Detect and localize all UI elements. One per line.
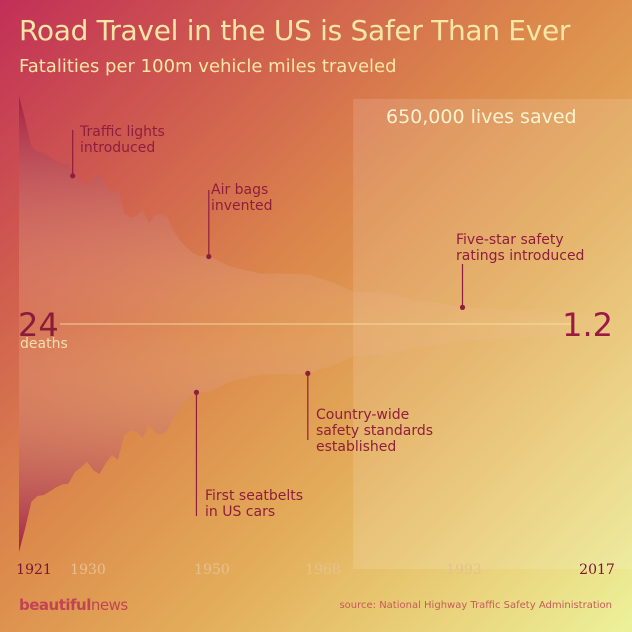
annotation-line-2: introduced: [80, 140, 156, 156]
tick-label: 1950: [194, 562, 230, 578]
tick-label: 1930: [70, 562, 106, 578]
annotation-safety-standards: Country-wide safety standards establishe…: [316, 407, 433, 455]
end-value: 1.2: [562, 306, 613, 344]
annotation-line-3: established: [316, 439, 397, 455]
lives-saved-label: 650,000 lives saved: [386, 106, 577, 128]
annotation-traffic-lights: Traffic lights introduced: [80, 124, 165, 156]
series-area-bottom: [19, 324, 613, 552]
chart-subtitle: Fatalities per 100m vehicle miles travel…: [19, 56, 397, 77]
annotation-seatbelts: First seatbelts in US cars: [205, 488, 303, 520]
tick-label: 1993: [446, 562, 482, 578]
brand-logo: beautifulnews: [19, 596, 128, 614]
series-area-top: [19, 96, 613, 324]
annotation-marker-traffic-lights: [70, 173, 76, 179]
annotation-line-2: in US cars: [205, 504, 276, 520]
annotation-line-1: Air bags: [211, 182, 269, 198]
tick-label: 1921: [16, 562, 52, 578]
chart-title: Road Travel in the US is Safer Than Ever: [19, 14, 571, 47]
start-unit: deaths: [20, 336, 68, 352]
annotation-line-1: Five-star safety: [456, 232, 564, 248]
tick-label: 2017: [579, 562, 615, 578]
annotation-marker-five-star: [459, 304, 466, 310]
annotation-air-bags: Air bags invented: [211, 182, 273, 214]
brand-logo-bold: beautiful: [19, 596, 91, 614]
annotation-line-2: invented: [211, 198, 273, 214]
annotation-line-2: safety standards: [316, 423, 434, 439]
annotation-marker-air-bags: [206, 253, 212, 260]
tick-label: 1968: [305, 562, 341, 578]
annotation-marker-seatbelts: [193, 389, 200, 395]
annotation-line-1: Traffic lights: [80, 124, 165, 140]
brand-logo-normal: news: [90, 596, 128, 614]
annotation-marker-safety-standards: [305, 370, 311, 376]
source-note: source: National Highway Traffic Safety …: [339, 600, 612, 611]
annotation-line-2: ratings introduced: [456, 248, 585, 264]
annotation-line-1: First seatbelts: [205, 488, 304, 504]
start-value: 24: [18, 306, 59, 344]
annotation-five-star: Five-star safety ratings introduced: [456, 232, 584, 264]
annotation-line-1: Country-wide: [316, 407, 410, 423]
